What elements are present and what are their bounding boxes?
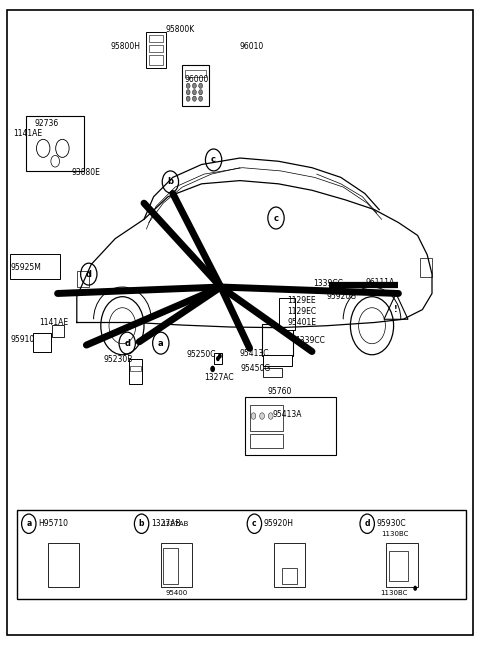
Text: 95920G: 95920G: [326, 292, 357, 301]
Bar: [10, 254, 60, 279]
Text: 1129EC: 1129EC: [287, 307, 316, 316]
Circle shape: [192, 90, 196, 95]
Bar: [33, 333, 51, 352]
Text: 95910: 95910: [11, 335, 35, 344]
Text: 96000: 96000: [185, 75, 209, 84]
Bar: [263, 368, 282, 377]
Bar: [52, 325, 64, 337]
Bar: [250, 434, 283, 448]
Text: c: c: [252, 519, 257, 528]
Circle shape: [186, 90, 190, 95]
Circle shape: [199, 83, 203, 88]
Text: d: d: [86, 270, 92, 279]
Text: 95250C: 95250C: [186, 350, 216, 359]
Bar: [146, 32, 166, 68]
Bar: [389, 551, 408, 580]
Text: 95450G: 95450G: [241, 364, 271, 373]
Text: b: b: [168, 177, 173, 186]
Text: 95800H: 95800H: [110, 42, 140, 51]
Circle shape: [186, 96, 190, 101]
Text: 95925M: 95925M: [11, 263, 41, 272]
Text: 93880E: 93880E: [72, 168, 101, 177]
Circle shape: [260, 413, 264, 419]
Text: 1339CC: 1339CC: [313, 279, 343, 288]
Bar: [182, 64, 209, 106]
Circle shape: [192, 96, 196, 101]
Bar: [163, 548, 178, 584]
Text: 1141AE: 1141AE: [39, 318, 69, 327]
Text: 1141AE: 1141AE: [13, 129, 43, 138]
Text: 1130BC: 1130BC: [380, 590, 408, 597]
Bar: [282, 568, 297, 584]
Bar: [77, 271, 89, 287]
Bar: [420, 258, 432, 277]
Bar: [129, 359, 142, 384]
Bar: [386, 543, 418, 587]
Text: 95413A: 95413A: [273, 410, 302, 419]
Text: 95413C: 95413C: [239, 349, 268, 358]
Text: 96010: 96010: [240, 42, 264, 51]
Circle shape: [199, 90, 203, 95]
Text: H95710: H95710: [38, 519, 69, 528]
Circle shape: [413, 586, 417, 591]
Circle shape: [199, 96, 203, 101]
Text: 1339CC: 1339CC: [295, 336, 325, 345]
Text: a: a: [26, 519, 31, 528]
Circle shape: [218, 353, 222, 359]
Bar: [26, 116, 84, 171]
Circle shape: [251, 413, 256, 419]
Text: 95920H: 95920H: [264, 519, 294, 528]
Text: 1327AB: 1327AB: [151, 519, 181, 528]
Bar: [245, 397, 336, 455]
Bar: [279, 298, 295, 330]
Circle shape: [210, 366, 215, 372]
Text: 92736: 92736: [35, 119, 59, 128]
Text: 1327AB: 1327AB: [161, 521, 188, 527]
Bar: [161, 543, 192, 587]
Bar: [149, 45, 163, 52]
Text: 95230B: 95230B: [103, 355, 132, 364]
Text: 95800K: 95800K: [166, 25, 195, 34]
Text: d: d: [124, 339, 130, 348]
Bar: [48, 543, 79, 587]
Bar: [214, 353, 222, 364]
Circle shape: [268, 413, 273, 419]
Bar: [130, 366, 141, 371]
Text: 1327AC: 1327AC: [204, 373, 234, 382]
Circle shape: [216, 356, 220, 361]
Bar: [263, 355, 292, 366]
Circle shape: [186, 83, 190, 88]
Bar: [250, 405, 283, 431]
Text: 1130BC: 1130BC: [382, 531, 409, 537]
Circle shape: [192, 83, 196, 88]
Bar: [149, 35, 163, 42]
Text: a: a: [158, 339, 164, 348]
Text: b: b: [139, 519, 144, 528]
Bar: [274, 543, 305, 587]
Text: 95760: 95760: [268, 387, 292, 396]
Text: c: c: [274, 213, 278, 223]
Text: 95400: 95400: [165, 590, 187, 597]
Text: 96111A: 96111A: [366, 278, 395, 287]
Text: d: d: [364, 519, 370, 528]
Bar: [262, 324, 293, 356]
Text: c: c: [211, 155, 216, 164]
Text: 95401E: 95401E: [287, 318, 316, 327]
Bar: [17, 510, 466, 599]
Text: 95930C: 95930C: [377, 519, 407, 528]
Text: !: !: [394, 305, 398, 314]
Bar: [149, 55, 163, 64]
Bar: [185, 70, 206, 77]
Text: 1129EE: 1129EE: [287, 296, 316, 305]
